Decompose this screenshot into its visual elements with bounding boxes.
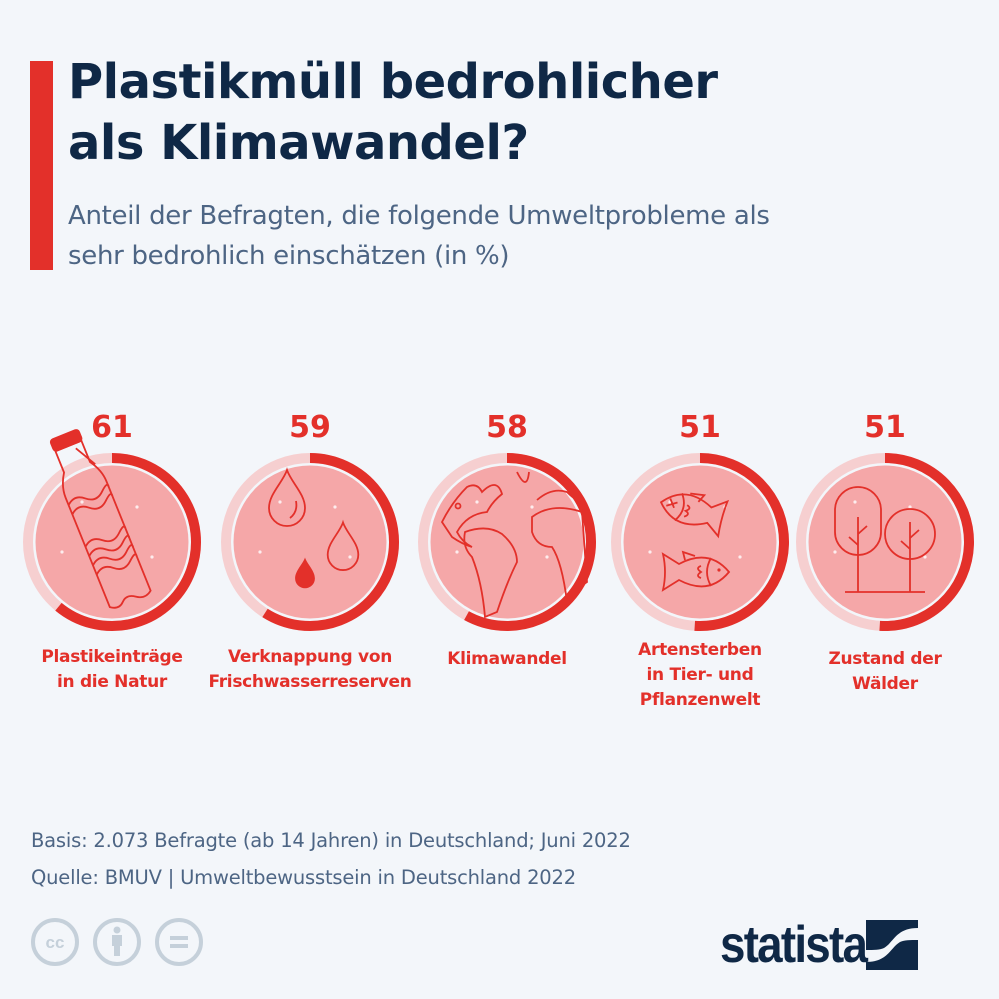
category-label-line: Artensterben: [638, 640, 762, 660]
value-label: 51: [864, 410, 906, 445]
category-label: Artensterben in Tier- und Pflanzenwelt: [638, 638, 762, 713]
chart-item: 51: [796, 410, 974, 631]
sparkle-dot: [530, 505, 534, 509]
no-derivatives-icon[interactable]: [154, 917, 204, 967]
sparkle-dot: [80, 500, 84, 504]
value-label: 59: [289, 410, 331, 445]
logo-text: statista: [720, 916, 868, 974]
category-label: Verknappung von Frischwasserreserven: [208, 645, 411, 695]
chart-item: 58: [418, 410, 596, 631]
category-label: Zustand der Wälder: [828, 647, 941, 697]
license-icons: cc: [30, 917, 204, 967]
sparkle-dot: [455, 550, 459, 554]
subtitle-line-1: Anteil der Befragten, die folgende Umwel…: [68, 201, 770, 231]
value-label: 61: [91, 410, 133, 445]
sparkle-dot: [348, 555, 352, 559]
sparkle-dot: [475, 500, 479, 504]
sparkle-dot: [923, 555, 927, 559]
value-arc: [694, 453, 789, 631]
fish-icon: [659, 492, 731, 592]
sparkle-dot: [833, 550, 837, 554]
attribution-icon[interactable]: [92, 917, 142, 967]
chart-item: 51: [611, 410, 789, 631]
category-label-line: Plastikeinträge: [41, 647, 183, 667]
category-label-line: Pflanzenwelt: [639, 690, 761, 710]
value-label: 51: [679, 410, 721, 445]
accent-bar: [30, 61, 53, 270]
cc-icon[interactable]: cc: [30, 917, 80, 967]
category-label-line: Verknappung von: [227, 647, 392, 667]
category-label: Plastikeinträge in die Natur: [41, 645, 183, 695]
value-arc: [879, 453, 974, 631]
value-arc: [55, 453, 201, 631]
footer: Basis: 2.073 Befragte (ab 14 Jahren) in …: [31, 822, 631, 896]
subtitle: Anteil der Befragten, die folgende Umwel…: [68, 196, 968, 276]
sparkle-dot: [60, 550, 64, 554]
statista-logo[interactable]: statista: [720, 915, 919, 975]
circle-fill: [233, 465, 387, 619]
value-arc: [262, 453, 399, 631]
value-arc: [464, 453, 596, 631]
sparkle-dot: [333, 505, 337, 509]
chart: 61 59 58 51 51: [23, 410, 974, 631]
sparkle-dot: [258, 550, 262, 554]
subtitle-line-2: sehr bedrohlich einschätzen (in %): [68, 241, 510, 271]
chart-item: 61: [23, 410, 201, 631]
trees-icon: [834, 486, 936, 593]
value-label: 58: [486, 410, 528, 445]
circle-fill: [430, 465, 584, 619]
sparkle-dot: [135, 505, 139, 509]
statista-logo-icon: [866, 920, 919, 970]
footer-basis: Basis: 2.073 Befragte (ab 14 Jahren) in …: [31, 829, 631, 852]
chart-item: 59: [221, 410, 399, 631]
svg-text:cc: cc: [46, 933, 65, 952]
category-label: Klimawandel: [447, 647, 567, 672]
category-label-line: Zustand der: [828, 649, 942, 669]
circle-fill: [623, 465, 777, 619]
page-title: Plastikmüll bedrohlicher als Klimawandel…: [68, 52, 968, 174]
sparkle-dot: [150, 555, 154, 559]
plastic-bottle-icon: [49, 429, 152, 609]
water-drops-icon: [268, 467, 360, 589]
category-label-line: in Tier- und: [646, 665, 754, 685]
category-label-line: Klimawandel: [447, 649, 567, 669]
sparkle-dot: [853, 500, 857, 504]
sparkle-dot: [738, 555, 742, 559]
title-line-1: Plastikmüll bedrohlicher: [68, 54, 718, 110]
sparkle-dot: [908, 505, 912, 509]
category-label-line: Frischwasserreserven: [208, 672, 412, 692]
circle-fill: [35, 465, 189, 619]
footer-source: Quelle: BMUV | Umweltbewusstsein in Deut…: [31, 866, 576, 889]
sparkle-dot: [545, 555, 549, 559]
category-label-line: Wälder: [852, 674, 918, 694]
globe-icon: [440, 471, 588, 619]
sparkle-dot: [648, 550, 652, 554]
category-label-line: in die Natur: [56, 672, 168, 692]
title-line-2: als Klimawandel?: [68, 115, 529, 171]
sparkle-dot: [278, 500, 282, 504]
circle-fill: [808, 465, 962, 619]
